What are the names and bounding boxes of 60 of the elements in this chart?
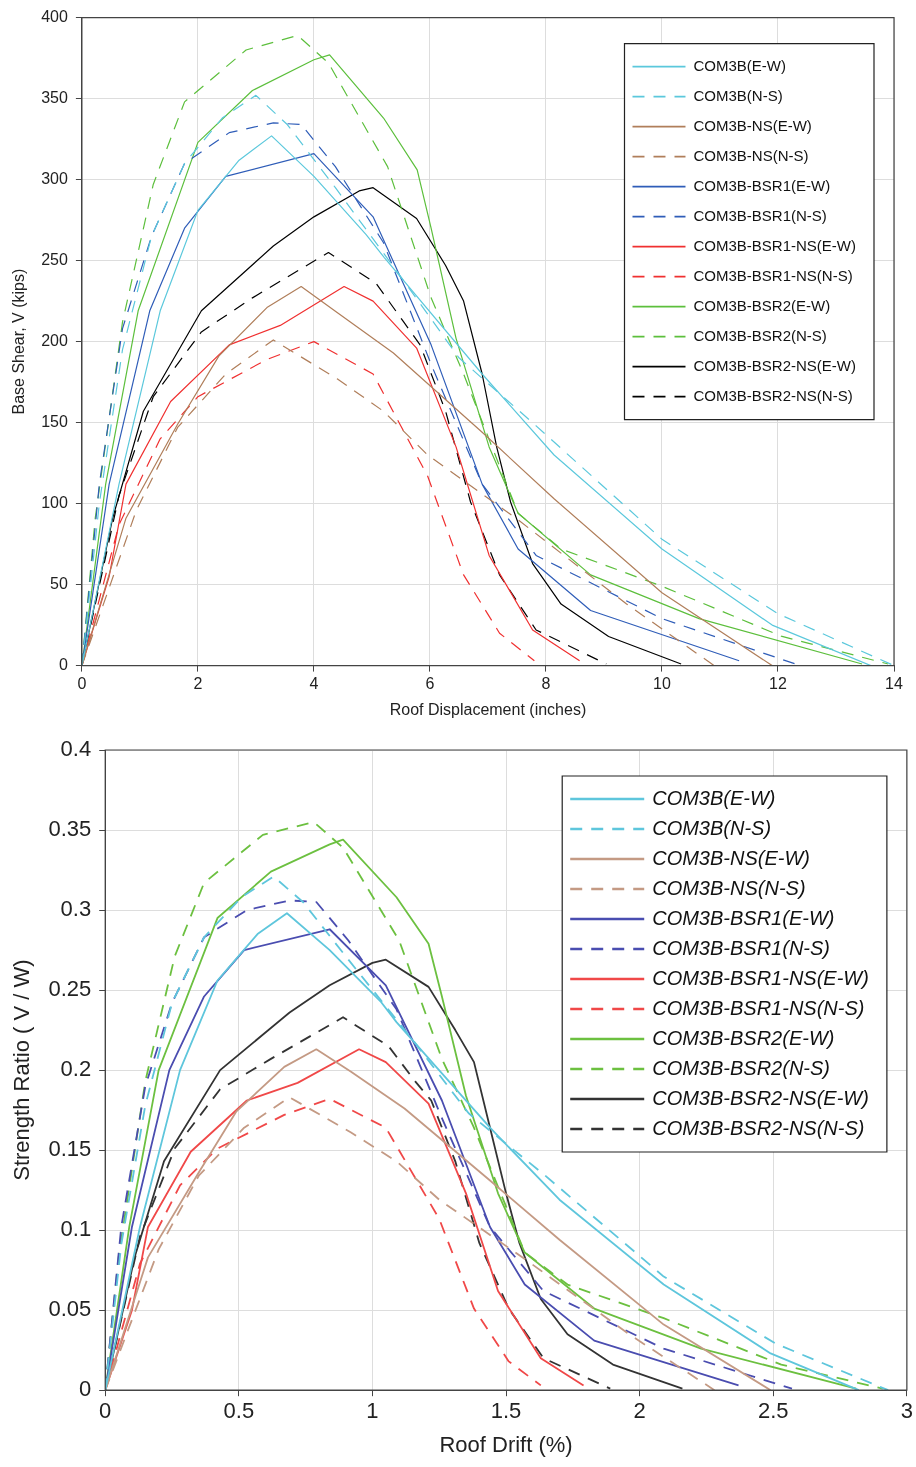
y-axis-title: Base Shear, V (kips) <box>10 268 28 415</box>
y-tick-label: 300 <box>41 170 68 188</box>
legend-label: COM3B-BSR2(E-W) <box>693 296 831 314</box>
legend-label: COM3B-BSR1-NS(E-W) <box>693 236 857 254</box>
y-tick-label: 0.3 <box>60 896 92 922</box>
x-tick-label: 2.5 <box>757 1398 789 1424</box>
x-tick-label: 2 <box>633 1398 646 1424</box>
legend-label: COM3B(E-W) <box>652 786 776 809</box>
y-tick-label: 250 <box>41 251 68 269</box>
y-tick-label: 50 <box>50 575 68 593</box>
x-tick-label: 12 <box>769 674 787 692</box>
legend-label: COM3B-NS(N-S) <box>693 146 809 164</box>
legend-label: COM3B-BSR1(E-W) <box>652 906 835 929</box>
legend-label: COM3B-BSR2-NS(E-W) <box>693 356 857 374</box>
legend-label: COM3B-BSR2-NS(N-S) <box>693 386 853 404</box>
legend-label: COM3B-BSR2(E-W) <box>652 1026 835 1049</box>
y-tick-label: 350 <box>41 89 68 107</box>
y-tick-label: 0.35 <box>48 816 92 842</box>
legend-label: COM3B-BSR2(N-S) <box>693 326 827 344</box>
x-tick-label: 3 <box>900 1398 914 1424</box>
legend-label: COM3B(N-S) <box>652 816 772 839</box>
legend-label: COM3B-BSR1(E-W) <box>693 176 831 194</box>
legend-label: COM3B-BSR2(N-S) <box>652 1056 831 1079</box>
legend-label: COM3B-BSR1-NS(N-S) <box>693 266 853 284</box>
y-tick-label: 0.1 <box>60 1216 92 1242</box>
y-tick-label: 400 <box>41 8 68 26</box>
y-axis-title: Strength Ratio ( V / W) <box>9 959 35 1181</box>
x-tick-label: 0 <box>99 1398 112 1424</box>
x-axis-title: Roof Drift (%) <box>439 1431 573 1457</box>
y-tick-label: 0.05 <box>48 1296 92 1322</box>
y-tick-label: 0.4 <box>60 736 92 762</box>
legend-label: COM3B-BSR2-NS(E-W) <box>652 1086 869 1109</box>
x-tick-label: 4 <box>309 674 319 692</box>
x-tick-label: 1 <box>366 1398 379 1424</box>
y-tick-label: 100 <box>41 494 68 512</box>
y-tick-label: 0 <box>58 656 68 674</box>
y-tick-label: 200 <box>41 332 68 350</box>
x-tick-label: 8 <box>541 674 551 692</box>
legend-label: COM3B(N-S) <box>693 86 783 104</box>
legend-label: COM3B-NS(E-W) <box>652 846 810 869</box>
legend-label: COM3B-BSR2-NS(N-S) <box>652 1116 865 1139</box>
x-tick-label: 10 <box>653 674 671 692</box>
legend-label: COM3B-BSR1(N-S) <box>693 206 827 224</box>
x-tick-label: 2 <box>193 674 203 692</box>
legend-label: COM3B-BSR1(N-S) <box>652 936 831 959</box>
x-tick-label: 1.5 <box>490 1398 522 1424</box>
y-tick-label: 0.2 <box>60 1056 92 1082</box>
legend-label: COM3B(E-W) <box>693 56 786 74</box>
y-tick-label: 0.25 <box>48 976 92 1002</box>
x-tick-label: 0.5 <box>223 1398 255 1424</box>
y-tick-label: 0 <box>78 1376 92 1402</box>
legend-label: COM3B-BSR1-NS(N-S) <box>652 996 865 1019</box>
legend-label: COM3B-NS(N-S) <box>652 876 806 899</box>
x-tick-label: 14 <box>885 674 903 692</box>
x-axis-title: Roof Displacement (inches) <box>389 700 587 718</box>
legend-label: COM3B-NS(E-W) <box>693 116 812 134</box>
legend-label: COM3B-BSR1-NS(E-W) <box>652 966 869 989</box>
y-tick-label: 0.15 <box>48 1136 92 1162</box>
x-tick-label: 6 <box>425 674 435 692</box>
y-tick-label: 150 <box>41 413 68 431</box>
